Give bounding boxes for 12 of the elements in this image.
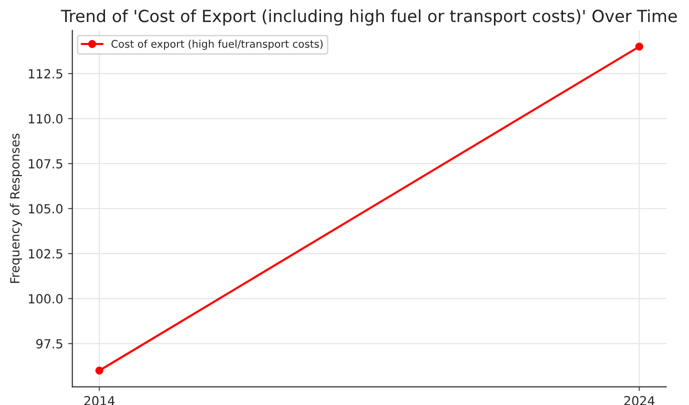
x-tick-label: 2014 (84, 396, 115, 405)
legend-label: Cost of export (high fuel/transport costs) (111, 40, 323, 50)
y-tick-label: 107.5 (28, 159, 62, 168)
y-tick-label: 102.5 (28, 249, 62, 258)
x-tick-label: 2024 (624, 396, 654, 405)
y-tick-label: 105.0 (28, 204, 62, 214)
y-tick-label: 110.0 (28, 114, 62, 124)
chart-title: Trend of 'Cost of Export (including high fuel or transport costs)' Over Time (60, 9, 677, 26)
y-tick-label: 112.5 (28, 69, 62, 78)
y-axis-title: Frequency of Responses (10, 134, 22, 283)
y-tick-label: 97.5 (36, 339, 62, 348)
y-tick-label: 100.0 (28, 294, 62, 304)
